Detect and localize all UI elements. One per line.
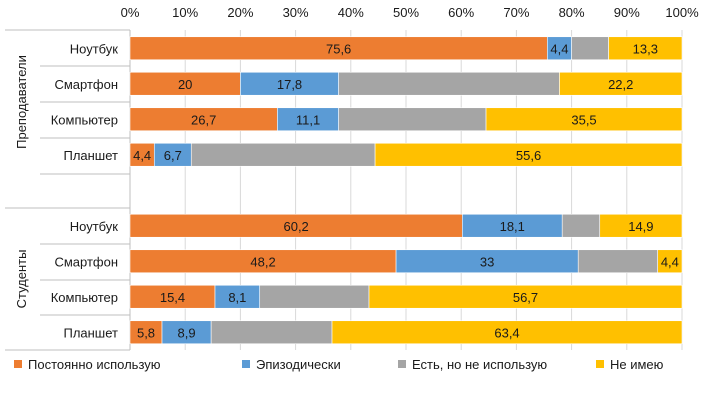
bar-segment xyxy=(571,36,609,61)
legend-label: Есть, но не использую xyxy=(412,357,547,372)
data-label: 48,2 xyxy=(250,254,275,269)
data-label: 11,1 xyxy=(296,112,320,127)
bar-segment xyxy=(657,249,683,274)
data-labels: 75,6 4,4 13,3 20 17,8 22,2 26,7 11,1 35,5 4,4 6,7 5… xyxy=(133,41,679,340)
data-label: 8,1 xyxy=(228,290,246,305)
data-label: 4,4 xyxy=(550,41,568,56)
bar-segment xyxy=(608,36,683,61)
data-label: 4,4 xyxy=(661,254,679,269)
data-label: 35,5 xyxy=(571,112,596,127)
x-tick-label: 80% xyxy=(559,5,585,20)
group-label: Преподаватели xyxy=(14,55,29,149)
bar-segment xyxy=(577,249,659,274)
bar-segment xyxy=(259,284,370,309)
bar-segment xyxy=(190,142,376,167)
bar-segment xyxy=(599,213,683,238)
data-label: 17,8 xyxy=(277,77,302,92)
data-label: 4,4 xyxy=(133,148,151,163)
legend-swatch xyxy=(14,360,22,368)
legend: Постоянно использую Эпизодически Есть, но … xyxy=(14,357,664,372)
x-tick-label: 90% xyxy=(614,5,640,20)
legend-label: Эпизодически xyxy=(256,357,341,372)
data-label: 63,4 xyxy=(494,325,519,340)
category-label: Компьютер xyxy=(51,112,118,127)
category-label: Смартфон xyxy=(54,254,118,269)
bar-segment xyxy=(210,320,333,345)
bar-segment xyxy=(559,71,683,96)
legend-label: Постоянно использую xyxy=(28,357,161,372)
bar-segment xyxy=(561,213,601,238)
x-tick-label: 40% xyxy=(338,5,364,20)
x-tick-label: 100% xyxy=(665,5,699,20)
group-label: Студенты xyxy=(14,250,29,309)
category-label: Смартфон xyxy=(54,77,118,92)
data-label: 8,9 xyxy=(178,325,196,340)
data-label: 13,3 xyxy=(633,41,658,56)
bar-segment xyxy=(368,284,683,309)
x-tick-label: 50% xyxy=(393,5,419,20)
data-label: 15,4 xyxy=(160,290,185,305)
data-label: 26,7 xyxy=(191,112,216,127)
data-label: 33 xyxy=(480,254,494,269)
x-tick-label: 20% xyxy=(227,5,253,20)
x-tick-label: 0% xyxy=(121,5,140,20)
bar-segment xyxy=(338,107,487,132)
x-tick-label: 70% xyxy=(503,5,529,20)
data-label: 55,6 xyxy=(516,148,541,163)
bar-segment xyxy=(485,107,683,132)
x-tick-label: 60% xyxy=(448,5,474,20)
axes: 0% 10% 20% 30% 40% 50% 60% 70% 80% 90% 100% Препода… xyxy=(5,5,699,351)
data-label: 20 xyxy=(178,77,192,92)
legend-swatch xyxy=(398,360,406,368)
legend-label: Не имею xyxy=(610,357,664,372)
x-tick-label: 10% xyxy=(172,5,198,20)
data-label: 18,1 xyxy=(500,219,525,234)
legend-swatch xyxy=(242,360,250,368)
data-label: 75,6 xyxy=(326,41,351,56)
data-label: 14,9 xyxy=(628,219,653,234)
data-label: 60,2 xyxy=(283,219,308,234)
category-label: Планшет xyxy=(63,325,118,340)
legend-swatch xyxy=(596,360,604,368)
data-label: 5,8 xyxy=(137,325,155,340)
category-label: Ноутбук xyxy=(70,219,119,234)
category-label: Планшет xyxy=(63,148,118,163)
x-tick-label: 30% xyxy=(283,5,309,20)
category-label: Компьютер xyxy=(51,290,118,305)
bars xyxy=(129,36,683,345)
data-label: 6,7 xyxy=(164,148,182,163)
data-label: 56,7 xyxy=(513,290,538,305)
bar-segment xyxy=(338,71,560,96)
bar-segment xyxy=(331,320,683,345)
category-label: Ноутбук xyxy=(70,41,119,56)
data-label: 22,2 xyxy=(608,77,633,92)
bar-segment xyxy=(374,142,683,167)
